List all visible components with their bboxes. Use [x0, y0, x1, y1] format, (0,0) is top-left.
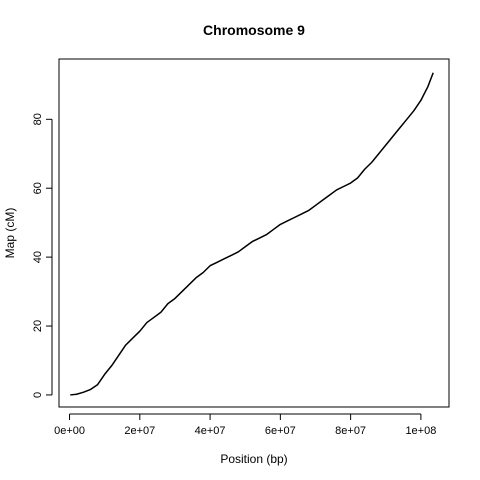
- x-axis-label: Position (bp): [220, 452, 287, 466]
- x-tick-label: 0e+00: [54, 425, 85, 437]
- x-tick-label: 4e+07: [195, 425, 226, 437]
- y-tick-label: 0: [32, 392, 44, 398]
- y-tick-label: 20: [32, 320, 44, 332]
- y-axis: 0 20 40 60 80: [32, 113, 53, 398]
- y-tick-label: 80: [32, 113, 44, 125]
- y-axis-label: Map (cM): [3, 208, 17, 259]
- series-line: [70, 72, 434, 396]
- x-tick-label: 6e+07: [265, 425, 296, 437]
- y-tick-label: 60: [32, 182, 44, 194]
- chart-title: Chromosome 9: [203, 22, 305, 38]
- x-tick-label: 1e+08: [405, 425, 436, 437]
- x-tick-label: 2e+07: [124, 425, 155, 437]
- plot-frame: [58, 58, 450, 408]
- x-tick-label: 8e+07: [335, 425, 366, 437]
- y-tick-label: 40: [32, 251, 44, 263]
- x-axis: 0e+00 2e+07 4e+07 6e+07 8e+07 1e+08: [54, 413, 436, 437]
